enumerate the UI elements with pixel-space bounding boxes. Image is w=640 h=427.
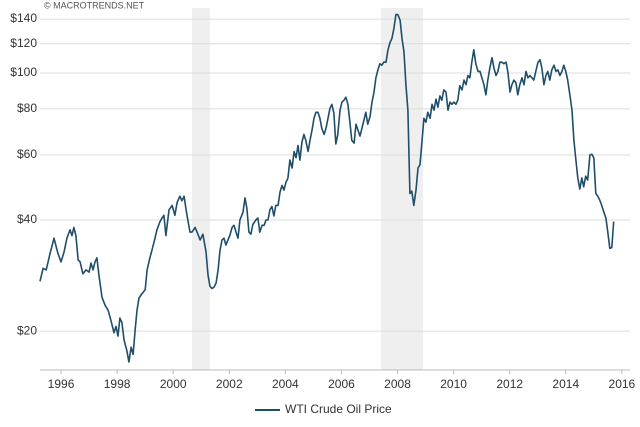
source-credit: © MACROTRENDS.NET [44,0,145,10]
x-tick-label: 2014 [552,377,579,391]
y-tick-label: $20 [17,323,37,337]
y-tick-label: $60 [17,147,37,161]
x-tick-label: 2004 [272,377,299,391]
x-tick-label: 2008 [384,377,411,391]
x-tick-label: 2012 [496,377,523,391]
x-tick-label: 1998 [104,377,131,391]
y-tick-label: $140 [10,11,37,25]
x-tick-label: 2002 [216,377,243,391]
x-tick-label: 2016 [609,377,636,391]
x-tick-label: 2010 [440,377,467,391]
x-tick-label: 2000 [160,377,187,391]
x-tick-label: 2006 [328,377,355,391]
price-line [39,13,615,363]
y-tick-label: $80 [17,101,37,115]
legend-label: WTI Crude Oil Price [285,402,392,416]
shaded-range [191,8,210,370]
y-tick-label: $100 [10,65,37,79]
y-tick-label: $120 [10,36,37,50]
x-tick-label: 1996 [48,377,75,391]
y-tick-label: $40 [17,212,37,226]
